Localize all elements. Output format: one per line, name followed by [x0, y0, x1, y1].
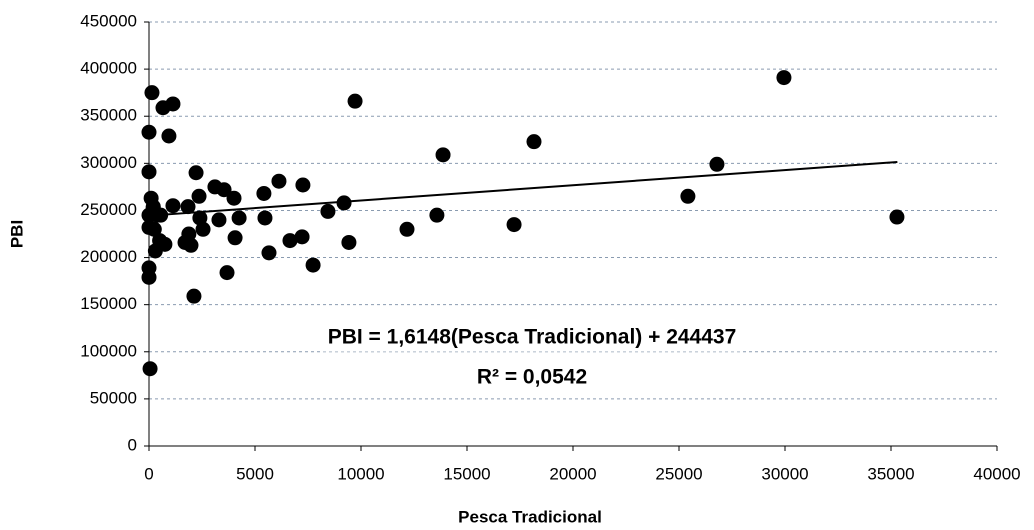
point: [399, 221, 415, 237]
point: [347, 93, 363, 109]
point: [161, 128, 177, 144]
point: [341, 234, 357, 250]
point: [435, 147, 451, 163]
point: [142, 361, 158, 377]
x-tick-label: 20000: [549, 464, 596, 483]
point: [180, 199, 196, 215]
point: [165, 96, 181, 112]
y-tick-label: 450000: [80, 11, 137, 30]
point: [165, 198, 181, 214]
point: [192, 210, 208, 226]
x-tick-label: 10000: [337, 464, 384, 483]
point: [256, 185, 272, 201]
point: [144, 85, 160, 101]
y-tick-label: 50000: [90, 388, 137, 407]
y-tick-label: 0: [128, 435, 137, 454]
point: [141, 164, 157, 180]
point: [680, 188, 696, 204]
y-tick-label: 300000: [80, 153, 137, 172]
point: [294, 229, 310, 245]
x-tick-label: 15000: [443, 464, 490, 483]
point: [336, 195, 352, 211]
point: [146, 221, 162, 237]
annotation-background: [321, 322, 743, 352]
point: [261, 245, 277, 261]
point: [231, 210, 247, 226]
point: [141, 269, 157, 285]
annotation-background: [470, 362, 594, 392]
y-tick-label: 350000: [80, 106, 137, 125]
x-tick-label: 40000: [973, 464, 1020, 483]
point: [186, 288, 202, 304]
point: [526, 134, 542, 150]
point: [889, 209, 905, 225]
trendline: [148, 160, 898, 217]
point: [320, 203, 336, 219]
y-tick-label: 200000: [80, 247, 137, 266]
x-tick-label: 25000: [655, 464, 702, 483]
point: [506, 217, 522, 233]
point: [157, 236, 173, 252]
y-tick-label: 250000: [80, 200, 137, 219]
point: [709, 156, 725, 172]
x-tick-label: 5000: [236, 464, 274, 483]
point: [282, 233, 298, 249]
point: [257, 210, 273, 226]
point: [776, 70, 792, 86]
point: [429, 207, 445, 223]
point: [271, 173, 287, 189]
point: [188, 165, 204, 181]
point: [183, 237, 199, 253]
y-tick-label: 150000: [80, 294, 137, 313]
y-tick-label: 100000: [80, 341, 137, 360]
annotation: PBI = 1,6148(Pesca Tradicional) + 244437: [328, 326, 737, 349]
point: [219, 265, 235, 281]
point: [216, 182, 232, 198]
annotation: R² = 0,0542: [477, 366, 587, 389]
point: [195, 221, 211, 237]
point: [227, 230, 243, 246]
x-tick-label: 35000: [867, 464, 914, 483]
point: [226, 190, 242, 206]
point: [191, 188, 207, 204]
y-tick-label: 400000: [80, 59, 137, 78]
y-axis-label: PBI: [7, 220, 26, 248]
point: [295, 177, 311, 193]
point: [211, 212, 227, 228]
point: [305, 257, 321, 273]
x-tick-label: 0: [144, 464, 153, 483]
x-tick-label: 30000: [761, 464, 808, 483]
x-axis-label: Pesca Tradicional: [458, 507, 602, 526]
point: [141, 124, 157, 140]
